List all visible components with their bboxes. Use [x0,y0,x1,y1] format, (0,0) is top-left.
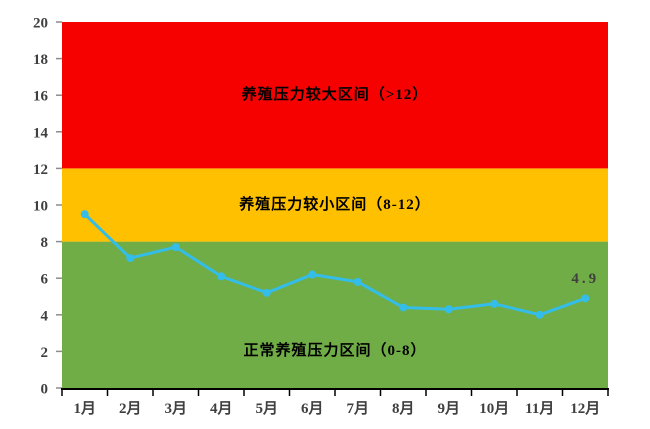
x-tick-label: 5月 [255,400,278,417]
x-tick-label: 10月 [479,400,509,417]
data-point-marker [535,310,544,319]
data-point-marker [581,294,590,303]
data-point-marker [490,299,499,308]
x-tick-label: 3月 [164,400,187,417]
x-tick-label: 2月 [119,400,142,417]
x-tick-label: 1月 [73,400,96,417]
data-point-marker [80,210,89,219]
x-tick-label: 8月 [392,400,415,417]
x-tick-label: 4月 [210,400,233,417]
band-rect-0 [62,241,608,388]
y-tick-label: 4 [41,308,49,324]
data-point-marker [308,270,317,279]
x-tick-label: 12月 [570,400,600,417]
y-tick-label: 10 [33,199,48,215]
data-point-marker [399,303,408,312]
x-tick-label: 6月 [301,400,324,417]
data-line [83,212,587,317]
y-tick-label: 18 [33,52,48,68]
y-tick-label: 16 [33,89,49,105]
y-tick-label: 2 [41,345,49,361]
y-tick-label: 20 [33,16,48,32]
data-point-marker [262,288,271,297]
data-point-marker [353,277,362,286]
band-rect-2 [62,22,608,169]
y-tick-label: 0 [41,382,49,398]
data-point-marker [217,272,226,281]
x-tick-label: 9月 [437,400,460,417]
y-tick-label: 8 [41,235,49,251]
data-point-marker [171,243,180,252]
x-tick-label: 11月 [525,400,554,417]
y-tick-label: 6 [41,272,49,288]
band-rect-1 [62,168,608,242]
x-tick-label: 7月 [346,400,369,417]
data-point-marker [444,305,453,314]
y-tick-label: 14 [33,125,49,141]
y-tick-label: 12 [33,162,48,178]
data-point-marker [126,254,135,263]
